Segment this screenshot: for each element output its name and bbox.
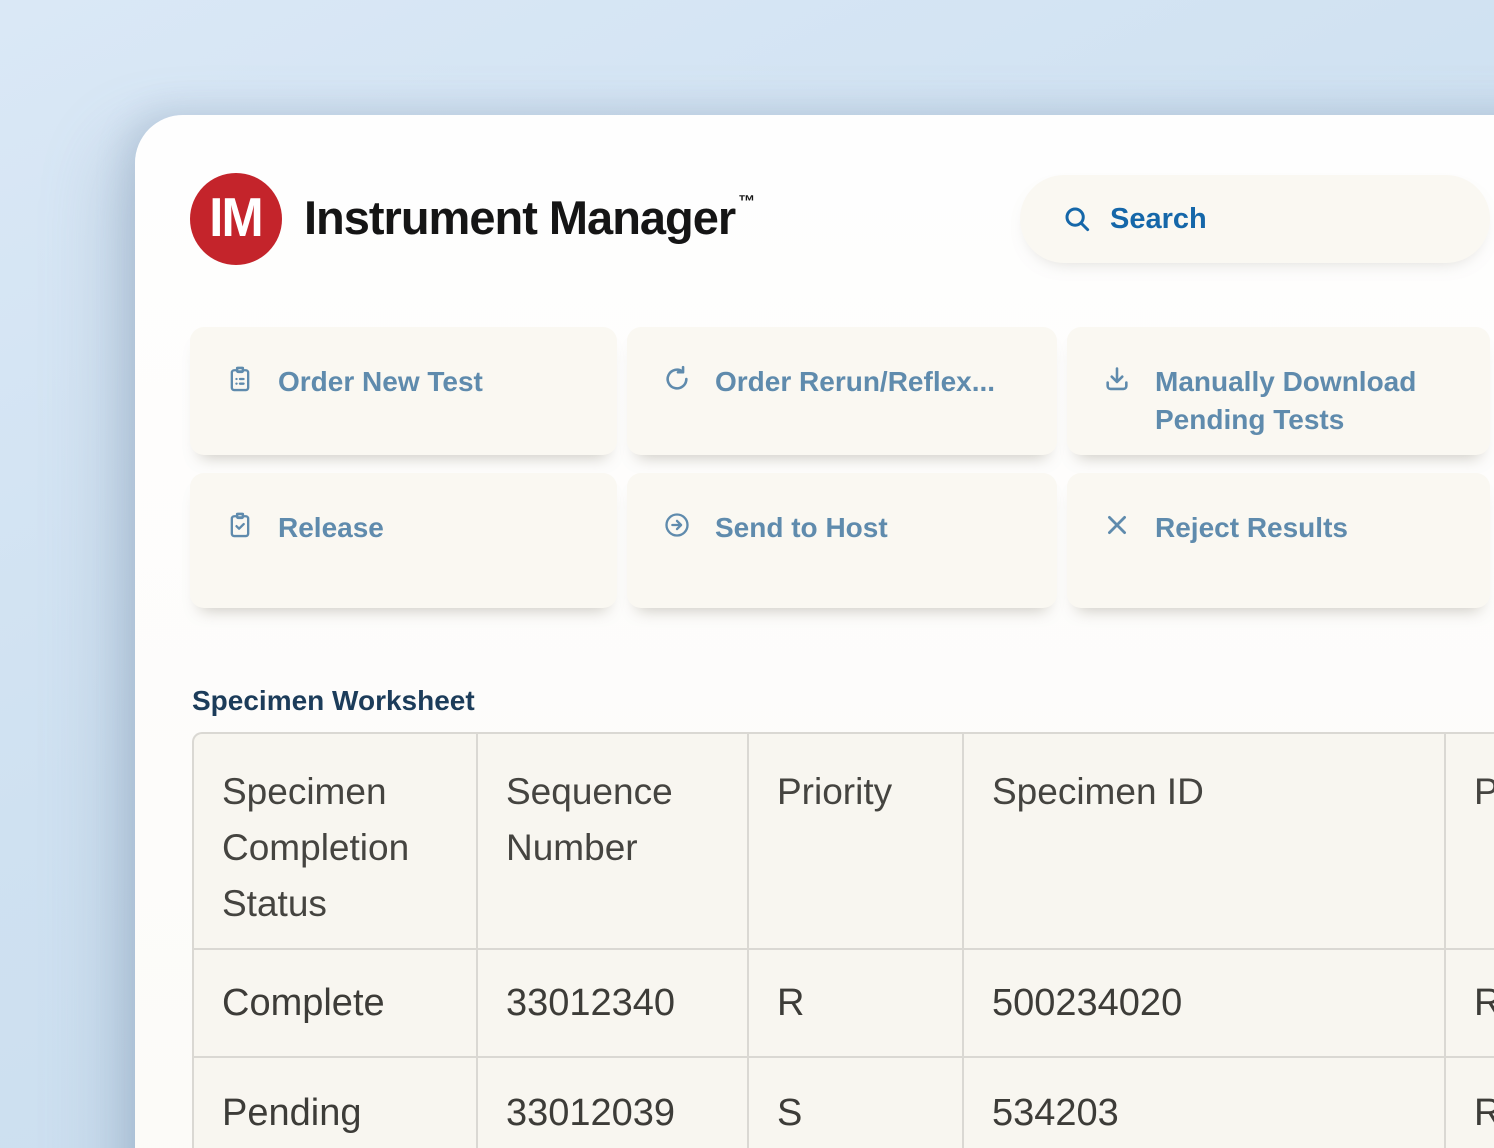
table-row-1-status[interactable]: Complete (194, 950, 476, 1056)
column-header-truncated[interactable]: P (1446, 734, 1494, 948)
search-label: Search (1110, 202, 1207, 235)
table-row-2-status[interactable]: Pending (194, 1058, 476, 1148)
column-header-priority[interactable]: Priority (749, 734, 962, 948)
download-icon (1103, 365, 1131, 393)
logo-initials: IM (209, 185, 264, 248)
manually-download-pending-tests-button[interactable]: Manually Download Pending Tests (1067, 327, 1490, 455)
table-row-1-specimen-id[interactable]: 500234020 (964, 950, 1444, 1056)
release-button[interactable]: Release (190, 473, 617, 608)
table-row-2-truncated[interactable]: R (1446, 1058, 1494, 1148)
action-label: Send to Host (715, 512, 888, 543)
table-row-2-specimen-id[interactable]: 534203 (964, 1058, 1444, 1148)
clipboard-check-icon (226, 511, 254, 539)
order-rerun-reflex-button[interactable]: Order Rerun/Reflex... (627, 327, 1057, 455)
action-label: Order New Test (278, 366, 483, 397)
column-header-specimen-id[interactable]: Specimen ID (964, 734, 1444, 948)
table-row-1-truncated[interactable]: R (1446, 950, 1494, 1056)
table-row-1-priority[interactable]: R (749, 950, 962, 1056)
table-row-2-priority[interactable]: S (749, 1058, 962, 1148)
reject-x-icon (1103, 511, 1131, 539)
app-window: IM Instrument Manager ™ Search (135, 115, 1494, 1148)
trademark-symbol: ™ (738, 191, 755, 211)
table-row-1-sequence-number[interactable]: 33012340 (478, 950, 747, 1056)
clipboard-list-icon (226, 365, 254, 393)
search-icon (1062, 204, 1092, 234)
action-buttons: Order New Test Order Rerun/Reflex... (190, 327, 1490, 608)
table-row-2-sequence-number[interactable]: 33012039 (478, 1058, 747, 1148)
action-label: Release (278, 512, 384, 543)
app-title: Instrument Manager ™ (304, 190, 755, 245)
column-header-sequence-number[interactable]: Sequence Number (478, 734, 747, 948)
reject-results-button[interactable]: Reject Results (1067, 473, 1490, 608)
send-to-host-icon (663, 511, 691, 539)
order-new-test-button[interactable]: Order New Test (190, 327, 617, 455)
column-header-specimen-completion-status[interactable]: Specimen Completion Status (194, 734, 476, 948)
app-title-text: Instrument Manager (304, 190, 736, 244)
specimen-worksheet-title: Specimen Worksheet (192, 685, 475, 716)
im-logo: IM (190, 173, 282, 265)
action-label: Reject Results (1155, 512, 1348, 543)
send-to-host-button[interactable]: Send to Host (627, 473, 1057, 608)
specimen-worksheet-table: Specimen Completion Status Sequence Numb… (192, 732, 1494, 1148)
search-input[interactable]: Search (1020, 175, 1490, 263)
rerun-icon (663, 365, 691, 393)
action-label: Manually Download Pending Tests (1155, 366, 1417, 435)
action-label: Order Rerun/Reflex... (715, 366, 996, 397)
brand-header: IM Instrument Manager ™ (190, 173, 755, 265)
